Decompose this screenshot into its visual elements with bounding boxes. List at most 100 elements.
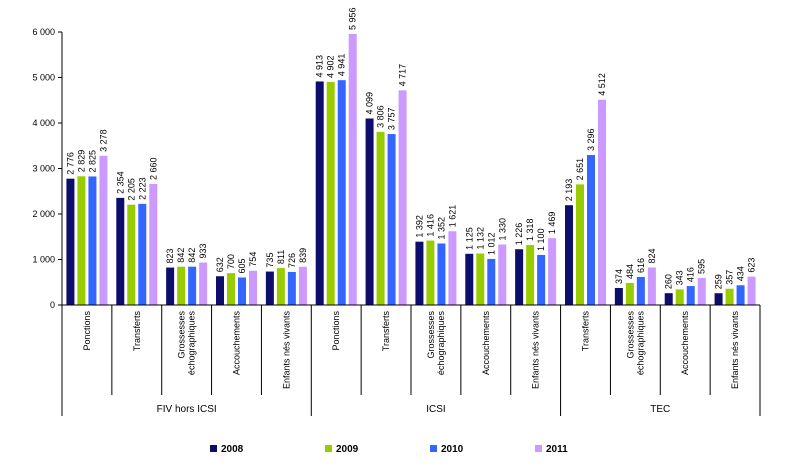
bar bbox=[238, 277, 246, 305]
category-label: Grossesses bbox=[625, 311, 635, 359]
bar bbox=[337, 80, 346, 305]
data-label: 3 757 bbox=[387, 108, 397, 131]
bar bbox=[276, 268, 285, 305]
category-label: Enfants nés vivants bbox=[531, 311, 541, 390]
data-label: 260 bbox=[664, 274, 674, 289]
data-label: 4 512 bbox=[597, 73, 607, 96]
bar bbox=[614, 287, 623, 305]
category-label: Transferts bbox=[581, 311, 591, 352]
bar bbox=[515, 249, 524, 305]
y-axis: 0 1 000 2 000 3 000 4 000 5 000 6 000 bbox=[32, 27, 63, 310]
y-tick-label: 0 bbox=[50, 300, 55, 310]
data-label: 4 902 bbox=[326, 55, 336, 78]
x-axis: FIV hors ICSI ICSI TEC Ponctions Transferts G… bbox=[61, 304, 761, 416]
data-label: 3 806 bbox=[376, 105, 386, 128]
legend-swatch bbox=[210, 445, 217, 452]
category-label: Ponctions bbox=[331, 311, 341, 351]
bar bbox=[437, 243, 446, 305]
bar bbox=[398, 90, 407, 306]
data-label: 434 bbox=[736, 266, 746, 281]
bar bbox=[116, 197, 125, 305]
bar bbox=[265, 271, 274, 305]
bar bbox=[736, 285, 745, 305]
category-label: Accouchements bbox=[481, 311, 491, 376]
data-label: 1 132 bbox=[475, 227, 485, 250]
bar bbox=[675, 289, 684, 305]
bar bbox=[166, 267, 175, 305]
bar bbox=[465, 253, 474, 305]
data-label: 4 099 bbox=[365, 92, 375, 115]
data-label: 616 bbox=[636, 258, 646, 273]
bar bbox=[697, 277, 706, 305]
bar bbox=[287, 271, 296, 305]
bar bbox=[127, 204, 136, 305]
legend-swatch bbox=[535, 445, 542, 452]
data-label: 5 956 bbox=[348, 7, 358, 30]
data-label: 1 416 bbox=[425, 214, 435, 237]
legend-label: 2009 bbox=[336, 444, 359, 455]
data-label: 2 651 bbox=[575, 158, 585, 181]
bar bbox=[565, 205, 573, 305]
data-label: 2 660 bbox=[148, 157, 158, 180]
bar bbox=[348, 34, 357, 305]
data-label: 343 bbox=[675, 270, 685, 285]
category-label: Accouchements bbox=[232, 311, 242, 376]
data-label: 484 bbox=[625, 264, 635, 279]
y-tick-label: 3 000 bbox=[32, 164, 55, 174]
data-label: 933 bbox=[198, 244, 208, 259]
category-label: Enfants nés vivants bbox=[281, 311, 291, 390]
y-tick-label: 5 000 bbox=[32, 73, 55, 83]
data-label: 1 330 bbox=[497, 218, 507, 241]
bar bbox=[576, 184, 584, 305]
bar bbox=[526, 245, 535, 305]
data-label: 4 941 bbox=[337, 54, 347, 77]
data-label: 357 bbox=[725, 270, 735, 285]
bar bbox=[88, 176, 97, 305]
data-label: 754 bbox=[248, 252, 258, 267]
bar bbox=[227, 273, 235, 305]
bar bbox=[476, 253, 485, 305]
data-label: 2 354 bbox=[115, 171, 125, 194]
bar bbox=[487, 258, 496, 305]
data-label: 416 bbox=[686, 267, 696, 282]
data-label: 824 bbox=[647, 248, 657, 263]
bar bbox=[714, 293, 723, 305]
bar bbox=[216, 276, 224, 305]
bar bbox=[647, 267, 656, 305]
bar bbox=[77, 176, 86, 305]
data-label: 374 bbox=[614, 269, 624, 284]
data-label: 2 205 bbox=[126, 178, 136, 201]
bar bbox=[498, 244, 507, 305]
data-label: 1 469 bbox=[547, 212, 557, 235]
data-label: 1 318 bbox=[525, 218, 535, 241]
data-label: 2 776 bbox=[65, 152, 75, 175]
bar bbox=[177, 266, 186, 305]
bar bbox=[548, 238, 557, 305]
category-label: échographiques bbox=[436, 311, 446, 376]
legend-label: 2011 bbox=[546, 444, 568, 455]
data-label: 1 392 bbox=[414, 215, 424, 238]
category-label: Accouchements bbox=[680, 311, 690, 376]
data-label: 842 bbox=[176, 248, 186, 263]
data-label: 823 bbox=[165, 249, 175, 264]
data-label: 259 bbox=[714, 274, 724, 289]
bar bbox=[415, 241, 424, 305]
data-label: 3 296 bbox=[586, 129, 596, 152]
data-label: 4 913 bbox=[315, 55, 325, 78]
y-tick-label: 4 000 bbox=[32, 118, 55, 128]
data-label: 2 829 bbox=[76, 150, 86, 173]
bar bbox=[376, 131, 385, 305]
data-label: 1 100 bbox=[536, 228, 546, 251]
category-label: Ponctions bbox=[82, 311, 92, 351]
bar bbox=[537, 254, 546, 305]
bar bbox=[365, 118, 374, 305]
category-label: Grossesses bbox=[426, 311, 436, 359]
data-label: 1 125 bbox=[464, 227, 474, 250]
legend-swatch bbox=[325, 445, 332, 452]
category-label: Transferts bbox=[381, 311, 391, 352]
bar bbox=[99, 155, 108, 305]
bar bbox=[686, 286, 695, 305]
bar bbox=[188, 266, 197, 305]
